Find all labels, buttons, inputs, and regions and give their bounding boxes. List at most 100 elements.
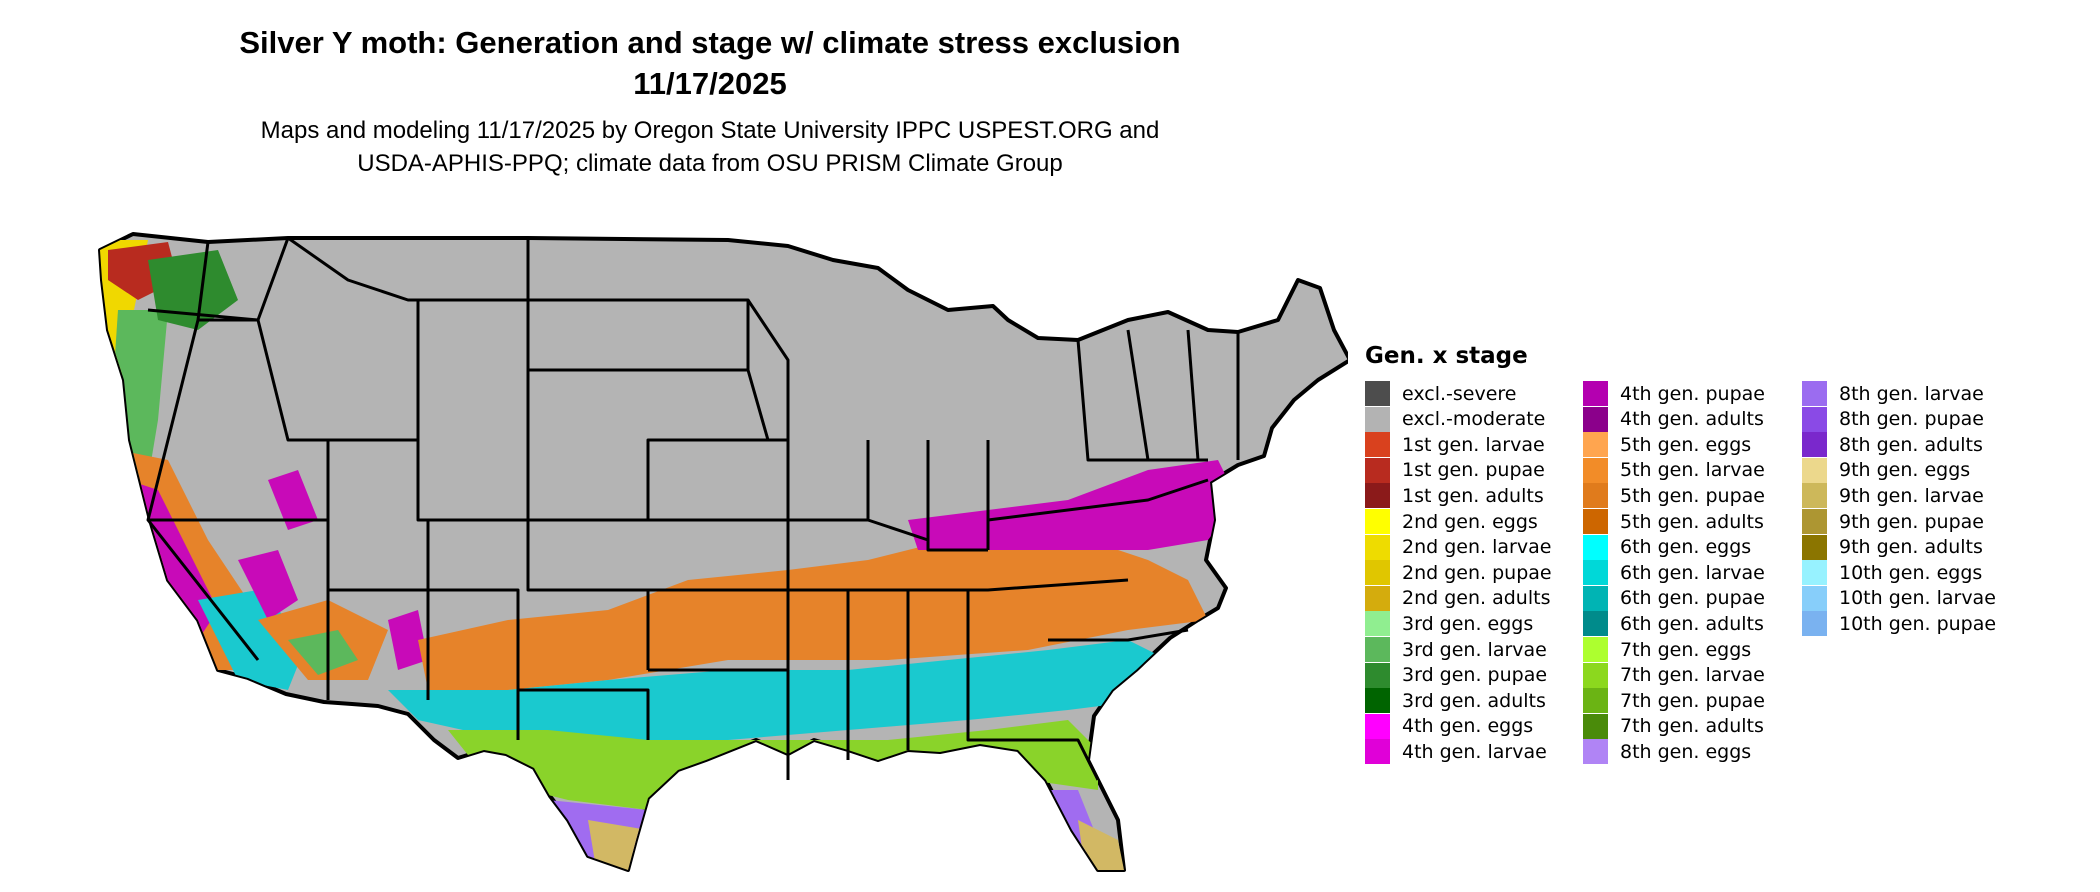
legend-item: 4th gen. adults	[1583, 406, 1764, 432]
legend-item: 9th gen. eggs	[1802, 457, 1971, 483]
legend-label: 9th gen. adults	[1839, 536, 1983, 559]
southwest-magenta-1	[238, 550, 298, 620]
legend-label: 10th gen. larvae	[1839, 587, 1996, 610]
legend-item: 8th gen. eggs	[1583, 739, 1751, 765]
legend-item: excl.-severe	[1365, 381, 1517, 406]
legend-item: 2nd gen. pupae	[1365, 560, 1552, 586]
legend-item: 3rd gen. adults	[1365, 688, 1546, 714]
legend-item: 7th gen. larvae	[1583, 662, 1765, 688]
legend-label: 8th gen. adults	[1839, 433, 1983, 456]
legend-item: 8th gen. adults	[1802, 432, 1983, 458]
legend: Gen. x stage excl.-severe excl.-moderate 1…	[1365, 343, 2085, 765]
legend-swatch	[1583, 509, 1608, 534]
legend-label: 1st gen. adults	[1402, 484, 1544, 507]
legend-item: 10th gen. pupae	[1802, 611, 1997, 637]
map-subtitle-line-2: USDA-APHIS-PPQ; climate data from OSU PR…	[357, 150, 1063, 177]
legend-title: Gen. x stage	[1365, 343, 1528, 369]
legend-item: 2nd gen. adults	[1365, 585, 1550, 611]
legend-swatch	[1583, 611, 1608, 637]
map-header: Silver Y moth: Generation and stage w/ c…	[150, 22, 1270, 180]
legend-swatch	[1583, 688, 1608, 714]
legend-item: 7th gen. adults	[1583, 713, 1764, 739]
legend-label: 4th gen. larvae	[1402, 740, 1547, 763]
legend-label: 10th gen. eggs	[1839, 561, 1983, 584]
southwest-magenta-2	[268, 470, 318, 530]
legend-swatch	[1365, 713, 1390, 739]
map-title: Silver Y moth: Generation and stage w/ c…	[150, 22, 1270, 104]
legend-label: 4th gen. adults	[1620, 408, 1764, 431]
legend-swatch	[1802, 432, 1827, 458]
legend-label: 9th gen. larvae	[1839, 484, 1984, 507]
legend-label: 9th gen. eggs	[1839, 459, 1971, 482]
legend-item: 5th gen. pupae	[1583, 483, 1765, 509]
legend-swatch	[1365, 662, 1390, 688]
legend-item: 8th gen. larvae	[1802, 381, 1984, 406]
legend-swatch	[1365, 457, 1390, 483]
legend-swatch	[1583, 585, 1608, 611]
us-map	[88, 220, 1348, 890]
legend-item: 5th gen. adults	[1583, 509, 1764, 534]
legend-item: 10th gen. larvae	[1802, 585, 1996, 611]
legend-swatch	[1802, 585, 1827, 611]
map-title-line-1: Silver Y moth: Generation and stage w/ c…	[239, 25, 1181, 60]
legend-label: excl.-moderate	[1402, 408, 1546, 431]
legend-item: 9th gen. adults	[1802, 534, 1983, 560]
legend-swatch	[1583, 739, 1608, 765]
legend-label: 6th gen. pupae	[1620, 587, 1765, 610]
legend-swatch	[1583, 457, 1608, 483]
legend-item: 1st gen. pupae	[1365, 457, 1545, 483]
legend-item: 3rd gen. larvae	[1365, 637, 1547, 662]
legend-item: 10th gen. eggs	[1802, 560, 1983, 586]
legend-item: 4th gen. pupae	[1583, 381, 1765, 406]
legend-label: 8th gen. larvae	[1839, 382, 1984, 405]
legend-label: excl.-severe	[1402, 382, 1517, 405]
legend-swatch	[1583, 534, 1608, 560]
legend-label: 2nd gen. eggs	[1402, 510, 1538, 533]
legend-label: 1st gen. larvae	[1402, 433, 1545, 456]
legend-item: 2nd gen. eggs	[1365, 509, 1538, 534]
map-subtitle-line-1: Maps and modeling 11/17/2025 by Oregon S…	[260, 117, 1160, 144]
legend-swatch	[1365, 432, 1390, 458]
legend-item: 6th gen. adults	[1583, 611, 1764, 637]
legend-swatch	[1802, 381, 1827, 406]
legend-swatch	[1365, 406, 1390, 432]
legend-label: 2nd gen. larvae	[1402, 536, 1552, 559]
legend-swatch	[1365, 611, 1390, 637]
legend-swatch	[1365, 739, 1390, 765]
legend-swatch	[1365, 585, 1390, 611]
legend-label: 7th gen. eggs	[1620, 638, 1752, 661]
legend-label: 8th gen. pupae	[1839, 408, 1984, 431]
legend-item: 3rd gen. eggs	[1365, 611, 1533, 637]
legend-swatch	[1365, 560, 1390, 586]
legend-swatch	[1365, 483, 1390, 509]
us-map-canvas	[98, 232, 1348, 872]
midsouth-orange-band	[418, 530, 1208, 690]
map-subtitle: Maps and modeling 11/17/2025 by Oregon S…	[150, 114, 1270, 180]
legend-swatch	[1802, 509, 1827, 534]
legend-item: 1st gen. adults	[1365, 483, 1544, 509]
legend-swatch	[1802, 534, 1827, 560]
legend-label: 5th gen. pupae	[1620, 484, 1765, 507]
legend-swatch	[1802, 406, 1827, 432]
legend-item: 9th gen. larvae	[1802, 483, 1984, 509]
legend-item: excl.-moderate	[1365, 406, 1546, 432]
map-title-date: 11/17/2025	[633, 66, 787, 101]
legend-swatch	[1365, 534, 1390, 560]
legend-item: 4th gen. larvae	[1365, 739, 1547, 765]
legend-label: 10th gen. pupae	[1839, 612, 1997, 635]
legend-swatch	[1365, 381, 1390, 406]
legend-swatch	[1583, 483, 1608, 509]
legend-label: 7th gen. adults	[1620, 715, 1764, 738]
legend-swatch	[1583, 713, 1608, 739]
state-boundaries	[146, 236, 1240, 781]
south-texas-tan	[588, 820, 648, 870]
legend-swatch	[1802, 457, 1827, 483]
legend-label: 3rd gen. adults	[1402, 689, 1546, 712]
legend-label: 4th gen. eggs	[1402, 715, 1534, 738]
legend-label: 6th gen. larvae	[1620, 561, 1765, 584]
legend-swatch	[1583, 381, 1608, 406]
new-mexico-magenta	[388, 610, 428, 670]
legend-swatch	[1583, 432, 1608, 458]
legend-swatch	[1802, 611, 1827, 637]
mid-atlantic-magenta	[908, 460, 1238, 550]
